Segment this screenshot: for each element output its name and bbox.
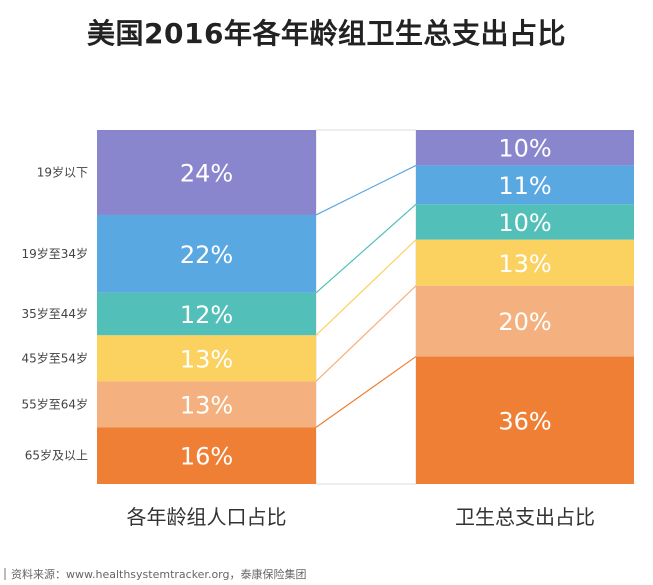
connector-line: [315, 239, 417, 336]
population-bar-1: [97, 130, 316, 215]
connector-line: [315, 356, 417, 428]
spending-bar-1: [416, 130, 634, 166]
population-value-label: 12%: [180, 301, 233, 329]
source-note: 资料来源：www.healthsystemtracker.org，泰康保险集团: [4, 566, 307, 582]
population-bar-3: [97, 292, 316, 336]
connector-frame: [315, 129, 417, 485]
population-bar-4: [97, 335, 316, 382]
spending-value-label: 13%: [498, 250, 551, 278]
category-label: 65岁及以上: [25, 448, 88, 463]
spending-value-label: 20%: [498, 308, 551, 336]
population-value-label: 16%: [180, 443, 233, 471]
chart-canvas: 24% 10% 19岁以下 22% 11% 19岁至34岁 12% 10% 35岁至44岁 13%…: [21, 129, 634, 529]
population-bar-5: [97, 381, 316, 428]
category-label: 19岁至34岁: [21, 246, 88, 261]
spending-value-label: 10%: [498, 209, 551, 237]
connector-line: [315, 203, 417, 294]
source-divider: [4, 568, 6, 580]
spending-value-label: 36%: [498, 407, 551, 435]
category-label: 45岁至54岁: [21, 350, 88, 365]
population-value-label: 22%: [180, 241, 233, 269]
spending-bar-4: [416, 239, 634, 286]
category-label: 35岁至44岁: [21, 306, 88, 321]
population-value-label: 13%: [180, 345, 233, 373]
spending-bar-6: [416, 356, 634, 484]
population-bar-6: [97, 427, 316, 484]
source-text: 资料来源：www.healthsystemtracker.org，泰康保险集团: [11, 568, 307, 581]
series-label-spending: 卫生总支出占比: [455, 505, 595, 529]
spending-value-label: 10%: [498, 135, 551, 163]
spending-bar-5: [416, 285, 634, 357]
population-bar-2: [97, 214, 316, 293]
population-value-label: 24%: [180, 159, 233, 187]
category-label: 55岁至64岁: [21, 396, 88, 411]
spending-bar-2: [416, 165, 634, 205]
series-label-population: 各年龄组人口占比: [127, 505, 287, 529]
spending-value-label: 11%: [498, 172, 551, 200]
spending-bar-3: [416, 204, 634, 240]
connector-line: [315, 285, 417, 382]
category-label: 19岁以下: [37, 164, 88, 179]
connector-line: [315, 164, 417, 216]
population-value-label: 13%: [180, 391, 233, 419]
chart-title: 美国2016年各年龄组卫生总支出占比: [87, 17, 566, 50]
